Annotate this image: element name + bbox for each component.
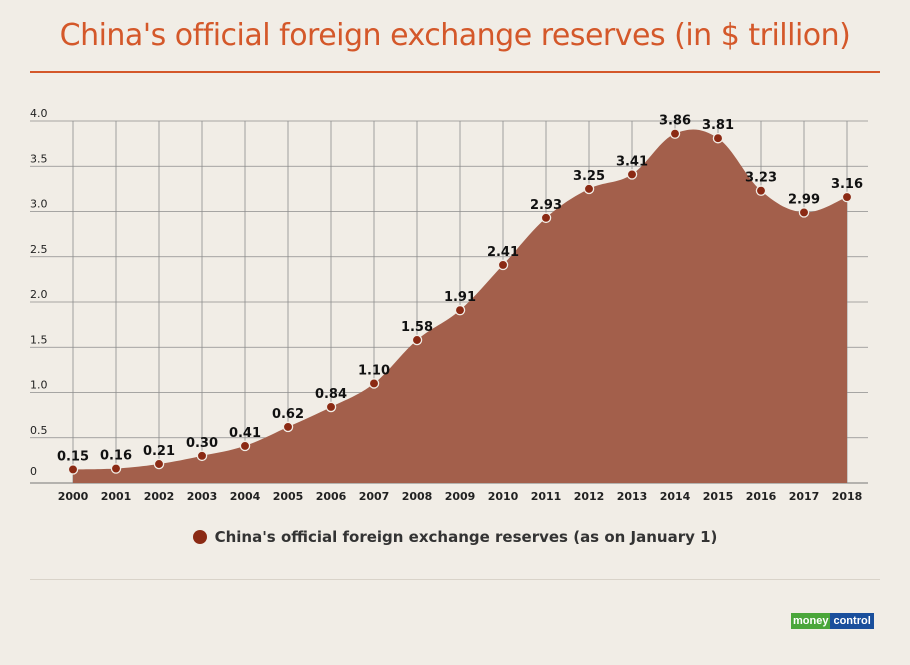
data-point (669, 128, 681, 139)
y-tick-label: 3.5 (30, 152, 48, 165)
data-label: 0.30 (186, 436, 218, 451)
x-tick-label: 2012 (574, 490, 605, 503)
x-tick-label: 2001 (101, 490, 132, 503)
x-tick-label: 2016 (746, 490, 777, 503)
area-chart: 0 0.5 1.0 1.5 2.0 2.5 3.0 3.5 4.0 2000 2001 2002 200… (30, 107, 868, 503)
data-point (325, 401, 337, 413)
x-tick-label: 2005 (273, 490, 304, 503)
data-point (196, 450, 208, 462)
y-tick-label: 0.5 (30, 424, 48, 437)
data-label: 2.93 (530, 198, 562, 213)
legend-label: China's official foreign exchange reserv… (214, 528, 718, 546)
x-tick-label: 2004 (230, 490, 261, 503)
legend-marker (192, 530, 207, 544)
chart-legend: China's official foreign exchange reserv… (0, 528, 910, 546)
data-label: 0.15 (57, 449, 89, 464)
data-label: 1.91 (444, 290, 476, 305)
data-point (67, 464, 79, 475)
data-label: 0.16 (100, 449, 132, 464)
data-point (454, 304, 466, 316)
data-point (626, 169, 638, 180)
x-tick-label: 2014 (660, 490, 691, 503)
data-point (239, 440, 251, 452)
x-tick-label: 2007 (359, 490, 390, 503)
data-label: 0.21 (143, 444, 175, 459)
y-tick-label: 2.0 (30, 288, 48, 301)
data-label: 1.58 (401, 320, 433, 335)
data-label: 1.10 (358, 363, 390, 378)
data-label: 3.81 (702, 118, 734, 133)
x-tick-label: 2015 (703, 490, 734, 503)
x-tick-label: 2003 (187, 490, 218, 503)
y-tick-label: 1.0 (30, 379, 48, 392)
data-point (110, 463, 122, 474)
data-point (755, 185, 767, 196)
y-tick-label: 1.5 (30, 333, 48, 346)
x-tick-label: 2008 (402, 490, 433, 503)
x-tick-label: 2009 (445, 490, 476, 503)
x-tick-label: 2010 (488, 490, 519, 503)
x-tick-label: 2000 (58, 490, 89, 503)
y-tick-label: 2.5 (30, 243, 48, 256)
data-point (282, 421, 294, 433)
x-tick-label: 2017 (789, 490, 820, 503)
data-point (153, 458, 165, 470)
y-tick-label: 3.0 (30, 198, 48, 211)
data-label: 3.23 (745, 171, 777, 186)
data-label: 0.62 (272, 407, 304, 422)
data-label: 2.99 (788, 192, 820, 207)
moneycontrol-logo: money control (791, 613, 874, 629)
y-tick-label: 4.0 (30, 107, 48, 120)
x-tick-label: 2013 (617, 490, 648, 503)
data-point (368, 378, 380, 389)
data-point (411, 334, 423, 346)
logo-part-money: money (791, 613, 831, 629)
x-tick-label: 2006 (316, 490, 347, 503)
y-tick-label: 0 (30, 465, 37, 478)
data-point (798, 207, 810, 218)
data-label: 0.41 (229, 426, 261, 441)
data-point (540, 212, 552, 224)
data-point (712, 132, 724, 144)
data-label: 3.16 (831, 177, 863, 192)
data-label: 3.41 (616, 154, 648, 169)
data-point (841, 191, 853, 203)
x-tick-label: 2011 (531, 490, 562, 503)
title-divider (30, 71, 880, 73)
footer-divider (30, 579, 880, 580)
data-point (583, 183, 595, 195)
data-point (497, 259, 509, 271)
x-tick-label: 2018 (832, 490, 863, 503)
logo-part-control: control (830, 613, 874, 629)
data-label: 3.25 (573, 169, 605, 184)
data-label: 0.84 (315, 387, 347, 402)
x-tick-label: 2002 (144, 490, 175, 503)
data-label: 3.86 (659, 114, 691, 129)
series-area (73, 129, 847, 483)
data-label: 2.41 (487, 245, 519, 260)
chart-title: China's official foreign exchange reserv… (59, 18, 851, 53)
